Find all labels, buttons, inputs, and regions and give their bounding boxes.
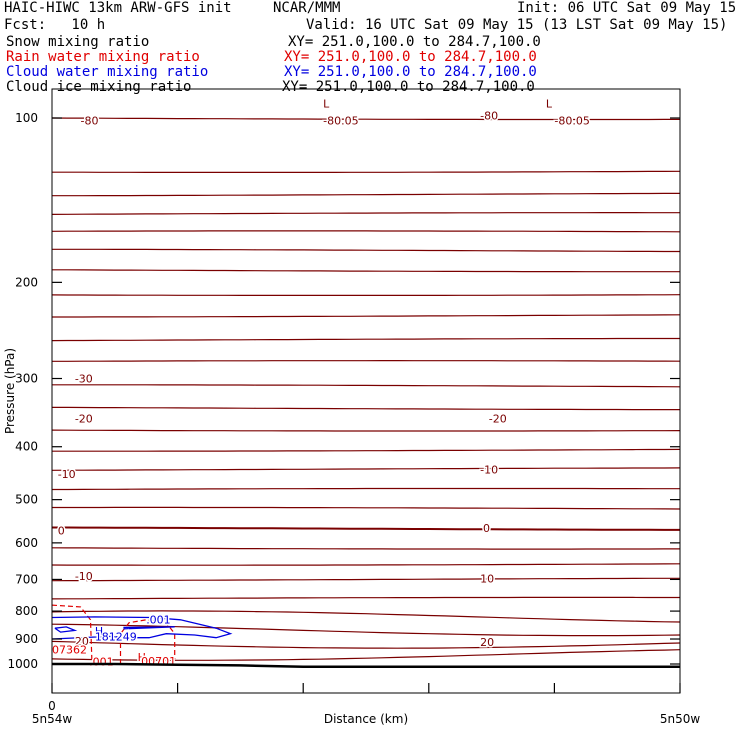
isotherm-line — [51, 649, 681, 661]
field-snow-name: Snow mixing ratio — [6, 34, 150, 50]
field-rain-xy: XY= 251.0,100.0 to 284.7,100.0 — [284, 49, 537, 65]
field-ice-name: Cloud ice mixing ratio — [6, 79, 192, 95]
y-axis-label: Pressure (hPa) — [3, 348, 17, 434]
isotherm-line — [51, 212, 680, 215]
y-tick-label: 100 — [15, 111, 38, 125]
rain-label: .00701 — [138, 655, 177, 668]
isotherm-line — [51, 610, 681, 623]
isotherm-line — [51, 294, 681, 296]
valid-time: Valid: 16 UTC Sat 09 May 15 (13 LST Sat … — [306, 17, 728, 33]
x-tick-label: 0 — [48, 699, 56, 713]
cloud-label: H — [95, 625, 103, 638]
y-tick-label: 700 — [15, 572, 38, 586]
isotherm-line — [52, 314, 681, 318]
isotherm-label: -20 — [489, 412, 507, 425]
rain-label: .001 — [89, 656, 114, 669]
rain-contour — [51, 604, 93, 665]
isotherm-label: -30 — [75, 373, 93, 386]
y-tick-label: 600 — [15, 536, 38, 550]
y-tick-label: 800 — [15, 604, 38, 618]
cloud-label: .001 — [146, 614, 171, 627]
isotherm-lines — [51, 117, 681, 661]
isotherm-line — [51, 467, 681, 471]
init-time: Init: 06 UTC Sat 09 May 15 — [517, 0, 737, 16]
y-tick-label: 300 — [15, 372, 38, 386]
isotherm-label: L — [323, 97, 330, 110]
isotherm-label: 20 — [480, 636, 494, 649]
field-rain-name: Rain water mixing ratio — [6, 49, 200, 65]
isotherm-line — [51, 623, 681, 637]
isotherm-line — [52, 506, 681, 510]
x-end-label: 5n50w — [660, 712, 701, 726]
isotherm-label: -80 — [81, 114, 99, 127]
isotherm-line — [51, 563, 681, 566]
isotherm-line — [51, 117, 680, 121]
contour-labels: -80 -80.05 -80 -80.05L L-30-20 -20-10 -100 0-10… — [51, 96, 592, 670]
isotherm-line — [51, 596, 680, 600]
isotherm-label: -80.05 — [554, 114, 589, 127]
isotherm-label: -20 — [75, 412, 93, 425]
forecast-hour: Fcst: 10 h — [4, 17, 106, 33]
plot-frame — [51, 88, 681, 694]
isotherm-label: L — [546, 97, 553, 110]
isotherm-line — [51, 640, 681, 649]
rain-label: 07362 — [52, 644, 87, 657]
isotherm-label: 20 — [75, 635, 89, 648]
y-tick-label: 900 — [15, 632, 38, 646]
isotherm-line — [52, 448, 681, 452]
isotherm-line — [52, 170, 681, 173]
isotherm-line — [52, 384, 681, 388]
isotherm-line — [52, 192, 680, 197]
isotherm-label: -10 — [58, 468, 76, 481]
isotherm-line — [52, 269, 680, 273]
isotherm-line — [51, 230, 681, 233]
y-tick-label: 400 — [15, 440, 38, 454]
isotherm-label: 10 — [480, 573, 494, 586]
field-cloud-xy: XY= 251.0,100.0 to 284.7,100.0 — [284, 64, 537, 80]
isotherm-label: -10 — [480, 463, 498, 476]
isotherm-line — [52, 487, 680, 491]
x-start-label: 5n54w — [32, 712, 73, 726]
model-title: HAIC-HIWC 13km ARW-GFS init — [4, 0, 232, 16]
isotherm-label: -10 — [75, 570, 93, 583]
y-tick-label: 200 — [15, 275, 38, 289]
x-axis-label: Distance (km) — [324, 712, 408, 726]
isotherm-label: -80.05 — [323, 114, 358, 127]
field-cloud-name: Cloud water mixing ratio — [6, 64, 209, 80]
cloud-contour — [54, 626, 78, 633]
cloud-contour — [51, 616, 233, 640]
isotherm-line — [51, 337, 680, 342]
isotherm-line — [51, 577, 680, 582]
cloud-contour — [123, 626, 175, 630]
isotherm-line — [52, 406, 680, 411]
isotherm-label: 0 — [483, 522, 490, 535]
rain-label: H — [138, 651, 146, 664]
field-snow-xy: XY= 251.0,100.0 to 284.7,100.0 — [288, 34, 541, 50]
isotherm-line — [51, 429, 681, 432]
isotherm-label: -80 — [480, 110, 498, 123]
y-tick-label: 1000 — [7, 657, 38, 671]
rain-contours — [51, 604, 176, 665]
cloud-label: 181249 — [95, 631, 137, 644]
isotherm-line — [52, 360, 681, 362]
isotherm-label: 0 — [58, 525, 65, 538]
field-ice-xy: XY= 251.0,100.0 to 284.7,100.0 — [282, 79, 535, 95]
isotherm-line — [52, 526, 680, 531]
y-tick-label: 500 — [15, 493, 38, 507]
cloud-contours — [51, 616, 233, 640]
isotherm-line — [52, 248, 680, 253]
isotherm-line — [51, 547, 680, 550]
surface-line — [52, 662, 680, 669]
center-label: NCAR/MMM — [273, 0, 341, 16]
